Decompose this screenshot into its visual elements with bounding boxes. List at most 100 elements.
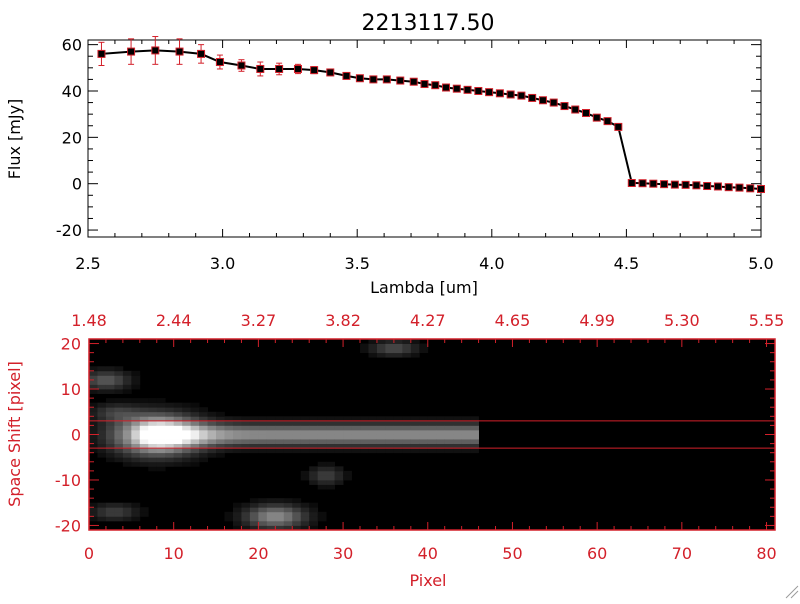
image-pixel — [122, 439, 132, 444]
image-pixel — [89, 434, 98, 440]
data-point — [127, 47, 136, 56]
data-point — [603, 117, 612, 126]
image-pixel — [266, 520, 276, 526]
image-pixel — [190, 407, 200, 413]
image-pixel — [232, 439, 242, 444]
image-pixel — [385, 352, 395, 358]
image-pixel — [385, 439, 395, 444]
data-point — [735, 183, 744, 192]
image-pixel — [139, 398, 149, 404]
resize-grip-icon[interactable] — [785, 585, 799, 599]
image-pixel — [249, 429, 259, 435]
data-point — [369, 75, 378, 84]
image-pixel — [326, 416, 336, 422]
image-pixel — [131, 370, 141, 376]
image-pixel — [402, 434, 412, 440]
image-pixel — [207, 452, 217, 458]
image-pixel — [224, 434, 234, 440]
image-pixel — [232, 434, 242, 440]
image-pixel — [122, 429, 132, 435]
image-pixel — [114, 439, 124, 444]
image-pixel — [139, 439, 149, 444]
image-pixel — [97, 389, 107, 394]
image-pixel — [249, 416, 259, 422]
image-pixel — [114, 411, 124, 417]
image-pixel — [436, 434, 446, 440]
image-pixel — [419, 443, 429, 449]
image-pixel — [190, 411, 200, 417]
image-pixel — [156, 429, 166, 435]
image-pixel — [393, 429, 403, 435]
image-pixel — [97, 443, 107, 449]
image-pixel — [249, 498, 259, 504]
image-pixel — [148, 407, 158, 413]
image-pixel — [131, 443, 141, 449]
image-pixel — [190, 425, 200, 431]
image-pixel — [182, 429, 192, 435]
image-pixel — [232, 425, 242, 431]
image-pixel — [122, 407, 132, 413]
image-pixel — [258, 439, 268, 444]
image-pixel — [105, 452, 115, 458]
image-pixel — [453, 425, 463, 431]
image-pixel — [266, 425, 276, 431]
image-pixel — [275, 525, 285, 531]
image-pixel — [334, 443, 344, 449]
image-pixel — [190, 402, 200, 408]
image-pixel — [385, 343, 395, 349]
image-pixel — [131, 411, 141, 417]
image-pixel — [224, 416, 234, 422]
image-pixel — [97, 407, 107, 413]
image-pixel — [199, 416, 208, 422]
image-pixel — [317, 479, 327, 485]
image-pixel — [385, 425, 395, 431]
image-pixel — [199, 420, 208, 426]
image-pixel — [410, 443, 420, 449]
image-pixel — [89, 402, 98, 408]
image-pixel — [292, 420, 302, 426]
image-pixel — [453, 443, 463, 449]
image-pixel — [334, 429, 344, 435]
image-pixel — [232, 525, 242, 531]
flux-x-ticks: 2.5 3.0 3.5 4.0 4.5 5.0 — [75, 40, 774, 273]
image-pixel — [156, 425, 166, 431]
image-pixel — [224, 511, 234, 517]
data-point — [382, 75, 391, 84]
image-pixel — [292, 511, 302, 517]
image-pixel — [326, 434, 336, 440]
image-pixel — [224, 516, 234, 522]
image-pixel — [165, 443, 175, 449]
image-pixel — [292, 443, 302, 449]
image-pixel — [351, 429, 361, 435]
image-pixel — [190, 434, 200, 440]
image-pixel — [292, 439, 302, 444]
image-pixel — [207, 429, 217, 435]
image-pixel — [419, 348, 429, 354]
image-pixel — [334, 439, 344, 444]
image-pixel — [470, 443, 479, 449]
image-pixel — [165, 452, 175, 458]
image-pixel — [190, 439, 200, 444]
image-pixel — [156, 420, 166, 426]
image-pixel — [317, 443, 327, 449]
image-pixel — [122, 402, 132, 408]
image-pixel — [173, 402, 183, 408]
image-pixel — [224, 443, 234, 449]
data-point — [549, 98, 558, 107]
image-pixel — [427, 434, 437, 440]
image-pixel — [131, 375, 141, 381]
image-pixel — [317, 470, 327, 476]
image-pixel — [266, 498, 276, 504]
image-pixel — [283, 434, 293, 440]
image-pixel — [232, 511, 242, 517]
image-pixel — [89, 407, 98, 413]
image-pixel — [275, 520, 285, 526]
image-pixel — [402, 448, 412, 454]
image-pixel — [89, 443, 98, 449]
image-pixel — [182, 452, 192, 458]
image-pixel — [131, 398, 141, 404]
image-pixel — [258, 511, 268, 517]
image-pixel — [309, 420, 319, 426]
image-pixel — [122, 384, 132, 390]
x-tick-label: 60 — [587, 544, 607, 563]
